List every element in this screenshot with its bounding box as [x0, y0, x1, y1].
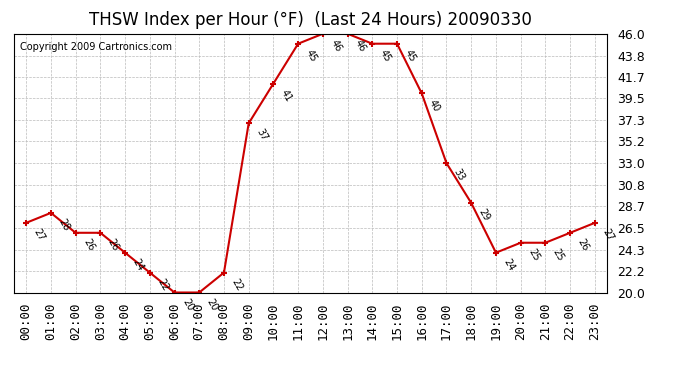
Text: 22: 22 [155, 277, 170, 292]
Text: 41: 41 [279, 88, 294, 103]
Text: 28: 28 [57, 217, 71, 233]
Text: 45: 45 [378, 48, 393, 64]
Text: 24: 24 [502, 257, 516, 273]
Text: 25: 25 [551, 247, 566, 263]
Text: 33: 33 [452, 167, 467, 183]
Text: 40: 40 [427, 98, 442, 113]
Text: 45: 45 [402, 48, 417, 64]
Text: 20: 20 [205, 297, 219, 312]
Text: 29: 29 [477, 207, 491, 223]
Text: 46: 46 [353, 38, 368, 54]
Text: 26: 26 [81, 237, 96, 253]
Text: 24: 24 [130, 257, 146, 273]
Text: 27: 27 [600, 227, 615, 243]
Text: 26: 26 [106, 237, 121, 253]
Text: THSW Index per Hour (°F)  (Last 24 Hours) 20090330: THSW Index per Hour (°F) (Last 24 Hours)… [89, 11, 532, 29]
Text: 25: 25 [526, 247, 541, 263]
Text: Copyright 2009 Cartronics.com: Copyright 2009 Cartronics.com [20, 42, 172, 51]
Text: 22: 22 [230, 277, 244, 292]
Text: 20: 20 [180, 297, 195, 312]
Text: 26: 26 [575, 237, 591, 253]
Text: 27: 27 [32, 227, 47, 243]
Text: 37: 37 [254, 128, 269, 143]
Text: 45: 45 [304, 48, 319, 64]
Text: 46: 46 [328, 38, 343, 54]
